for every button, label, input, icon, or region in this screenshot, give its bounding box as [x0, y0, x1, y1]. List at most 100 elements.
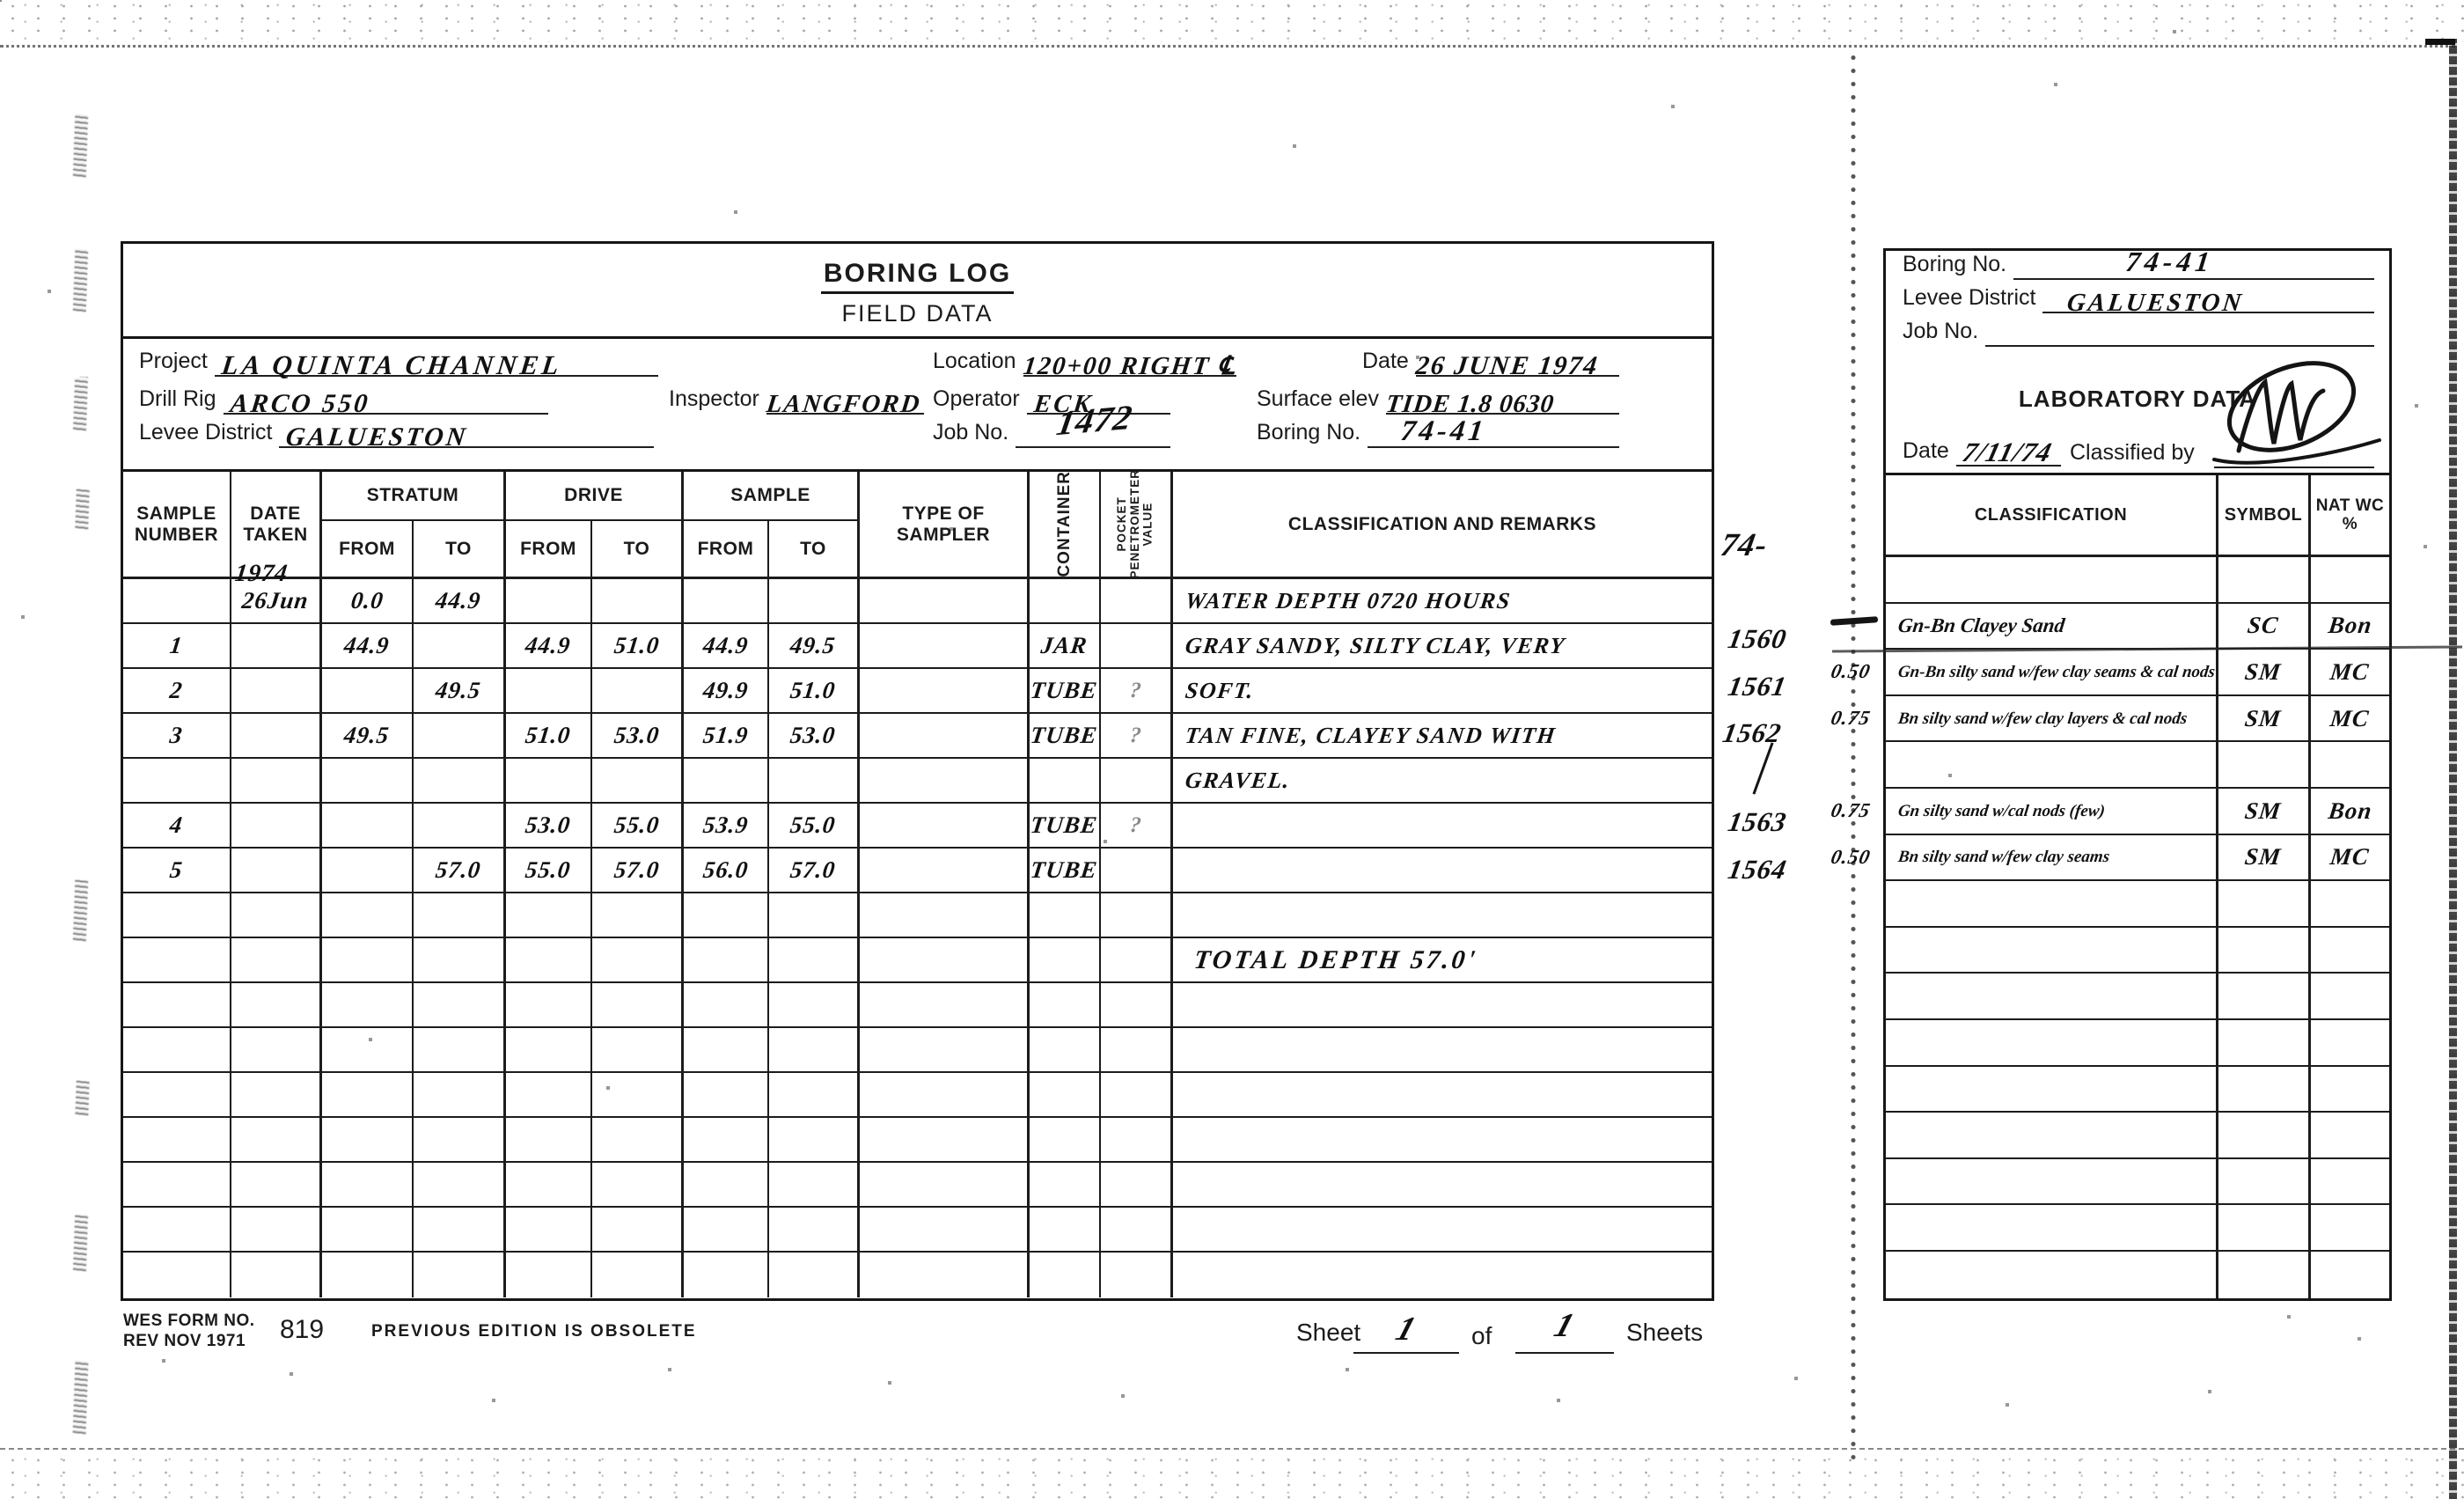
cell-container — [1030, 1253, 1101, 1297]
cell-type-of-sampler — [860, 938, 1030, 983]
cell-drive-from-text: 55.0 — [524, 856, 573, 883]
lab-cell-nat-wc: MC — [2311, 696, 2389, 743]
cell-sample-number — [123, 1073, 231, 1118]
lab-header-classification-text: CLASSIFICATION — [1974, 504, 2128, 525]
cell-sample-from — [684, 1028, 769, 1073]
project-underline: LA QUINTA CHANNEL — [214, 342, 658, 380]
lab-cell-classification — [1886, 1251, 2218, 1298]
cell-type-of-sampler — [860, 1208, 1030, 1253]
cell-drive-from — [506, 1253, 592, 1297]
margin-smudge — [72, 1359, 89, 1436]
cell-drive-from: 44.9 — [506, 624, 592, 669]
cell-drive-to: 57.0 — [592, 849, 684, 893]
cell-date-taken — [231, 624, 322, 669]
lab-cell-symbol — [2218, 1113, 2311, 1159]
cell-sample-to-text: 55.0 — [788, 812, 838, 838]
lab-cell-symbol — [2218, 1251, 2311, 1298]
cell-container — [1030, 1073, 1101, 1118]
field-surface-elev: Surface elev TIDE 1.8 0630 — [1257, 381, 1619, 418]
cell-classification-remarks — [1173, 1118, 1712, 1163]
lab-cell-nat-wc — [2311, 742, 2389, 789]
cell-drive-to — [592, 1208, 684, 1253]
margin-note-1561: 1561 — [1726, 671, 1790, 702]
header-drive-from: FROM — [506, 521, 592, 579]
cell-drive-to-text: 55.0 — [612, 812, 662, 838]
cell-sample-number-text: 1 — [168, 632, 185, 658]
header-date-taken: DATE TAKEN 1974 — [231, 472, 322, 587]
lab-cell-classification — [1886, 1066, 2218, 1113]
cell-classification-remarks-text: GRAY SANDY, SILTY CLAY, VERY — [1184, 632, 1567, 658]
cell-pocket-penetrometer — [1101, 1073, 1173, 1118]
cell-classification-remarks-text: GRAVEL. — [1184, 767, 1292, 793]
header-drive-text: DRIVE — [564, 485, 623, 506]
cell-stratum-to — [414, 1163, 506, 1208]
cell-stratum-to — [414, 759, 506, 804]
cell-sample-number — [123, 1163, 231, 1208]
cell-classification-remarks: GRAY SANDY, SILTY CLAY, VERY — [1173, 624, 1712, 669]
cell-classification-remarks: WATER DEPTH 0720 HOURS — [1173, 579, 1712, 624]
lab-cell-symbol — [2218, 927, 2311, 974]
lab-cell-nat-wc: MC — [2311, 650, 2389, 696]
page-subtitle: FIELD DATA — [841, 300, 994, 327]
cell-pocket-penetrometer-text: ? — [1128, 723, 1143, 747]
date-underline: 26 JUNE 1974 — [1414, 342, 1619, 380]
cell-type-of-sampler — [860, 759, 1030, 804]
lab-margin-penetrometer-note: 0.75 — [1829, 799, 1874, 822]
cell-stratum-to — [414, 983, 506, 1028]
lab-levee-district-value: GALUESTON — [2065, 289, 2246, 317]
lab-header-symbol-text: SYMBOL — [2224, 504, 2303, 525]
margin-smudge — [72, 879, 89, 943]
to-text: TO — [623, 538, 650, 559]
cell-pocket-penetrometer: ? — [1101, 669, 1173, 714]
cell-sample-number-text: 4 — [168, 812, 185, 838]
cell-classification-remarks: GRAVEL. — [1173, 759, 1712, 804]
header-type-of-sampler: TYPE OF SAMPLER — [860, 472, 1030, 579]
cell-drive-to — [592, 1073, 684, 1118]
cell-sample-number-text: 2 — [168, 677, 185, 703]
lab-levee-district-underline: GALUESTON — [2042, 285, 2374, 317]
lab-header-classification: CLASSIFICATION — [1886, 475, 2218, 557]
field-boring-no: Boring No. 74-41 — [1257, 415, 1619, 448]
cell-pocket-penetrometer — [1101, 893, 1173, 938]
cell-drive-from — [506, 759, 592, 804]
cell-container — [1030, 938, 1101, 983]
header-container: CONTAINER — [1030, 471, 1101, 579]
cell-sample-from — [684, 938, 769, 983]
cell-classification-remarks-text: TAN FINE, CLAYEY SAND WITH — [1184, 722, 1558, 748]
cell-drive-to — [592, 1163, 684, 1208]
margin-smudge — [75, 489, 90, 531]
scan-noise-top — [0, 0, 2464, 42]
cell-type-of-sampler — [860, 1163, 1030, 1208]
cell-classification-remarks: TOTAL DEPTH 57.0' — [1173, 938, 1712, 983]
lab-cell-symbol: SM — [2218, 834, 2311, 882]
form-number-label-line1: WES FORM NO. — [123, 1312, 255, 1330]
cell-container: TUBE — [1030, 714, 1101, 759]
project-value: LA QUINTA CHANNEL — [219, 349, 564, 380]
cell-stratum-from — [322, 849, 414, 893]
cell-stratum-from — [322, 669, 414, 714]
header-sample-to: TO — [769, 521, 860, 579]
lab-cell-symbol — [2218, 1205, 2311, 1252]
cell-sample-from — [684, 893, 769, 938]
form-title-block: BORING LOG FIELD DATA — [121, 241, 1714, 339]
lab-cell-symbol — [2218, 974, 2311, 1020]
date-value: 26 JUNE 1974 — [1413, 351, 1601, 380]
cell-drive-to-text: 51.0 — [612, 632, 662, 658]
cell-pocket-penetrometer-text: ? — [1128, 812, 1143, 837]
lab-levee-district-label: Levee District — [1903, 285, 2036, 310]
cell-sample-from: 51.9 — [684, 714, 769, 759]
right-edge-corner-mark — [2425, 39, 2455, 45]
lab-cell-nat-wc — [2311, 1020, 2389, 1067]
cell-stratum-to — [414, 1028, 506, 1073]
cell-sample-number-text: 3 — [168, 722, 185, 748]
cell-stratum-from — [322, 759, 414, 804]
cell-classification-remarks — [1173, 849, 1712, 893]
lab-cell-symbol-text: SM — [2243, 797, 2284, 824]
cell-sample-to — [769, 893, 860, 938]
cell-stratum-to — [414, 1073, 506, 1118]
cell-pocket-penetrometer — [1101, 1028, 1173, 1073]
header-stratum-to: TO — [414, 521, 506, 579]
page-right-edge — [2449, 39, 2457, 1499]
cell-date-taken — [231, 759, 322, 804]
page-title: BORING LOG — [820, 259, 1015, 294]
